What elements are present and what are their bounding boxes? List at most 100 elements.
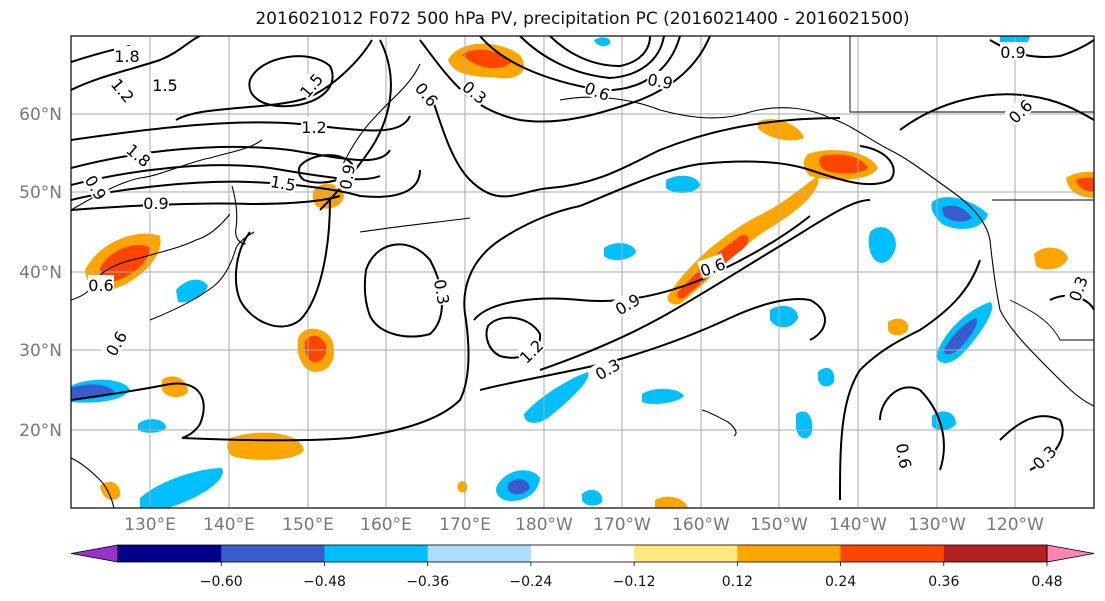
colorbar-tick-label: −0.36 [406, 574, 449, 590]
lat-label: 50°N [19, 183, 62, 203]
colorbar [70, 544, 1095, 563]
pv-label-background [82, 171, 112, 203]
pv-label-background [268, 170, 298, 194]
colorbar-swatch [530, 545, 635, 562]
precip-positive-area [888, 318, 909, 336]
pv-contour-label: 0.9 [143, 193, 169, 213]
pv-contour-label-text: 0.6 [88, 276, 113, 295]
colorbar-swatch [634, 545, 738, 562]
colorbar-tick-labels: −0.60 −0.48 −0.36 −0.24 −0.12 0.12 0.24 0.36 0.4… [200, 562, 1063, 590]
colorbar-swatch [118, 545, 222, 562]
pv-contour-closed [363, 243, 443, 338]
pv-label-background [591, 353, 623, 383]
coastline-kamchatka [339, 63, 421, 171]
precip-positive-core [100, 244, 150, 282]
pv-label-background [123, 139, 156, 170]
pv-contour-label: 0.3 [430, 277, 455, 307]
precip-positive-area [457, 481, 468, 493]
pv-label-background [1000, 42, 1026, 60]
pv-contour-label-text: 1.5 [269, 172, 297, 195]
lon-label: 160°W [672, 515, 730, 535]
pv-contour-label: 0.6 [892, 441, 917, 470]
border-usa-mexico [1009, 299, 1094, 341]
pv-contour-label-text: 0.3 [430, 278, 453, 306]
colorbar-swatch [324, 545, 429, 562]
longitude-labels: 130°E 140°E 150°E 160°E 170°E 180°W 170°W 160°W… [124, 515, 1044, 535]
pv-contour [181, 205, 581, 442]
pv-contour-label: 1.2 [301, 117, 327, 137]
colorbar-tick-label: 0.48 [1031, 574, 1062, 590]
pv-label-background [611, 288, 643, 318]
precip-negative-area [594, 37, 611, 47]
colorbar-swatch [221, 545, 325, 562]
precip-positive-area [1034, 247, 1068, 270]
pv-label-background [295, 68, 326, 101]
precip-negative-area [642, 388, 684, 404]
coastlines [71, 63, 1094, 508]
pv-contour [473, 215, 811, 321]
colorbar-tick-label: 0.24 [825, 574, 856, 590]
pv-label-background [108, 73, 139, 106]
lon-label: 150°E [282, 515, 334, 535]
precip-negative-area [666, 175, 700, 193]
pv-contour [839, 259, 981, 501]
precip-negative-area [868, 227, 896, 263]
pv-label-background [152, 75, 178, 93]
pv-label-background [334, 162, 358, 192]
pv-label-background [697, 253, 728, 280]
precip-negative-area [818, 367, 835, 387]
pv-contour-label-text: 1.5 [152, 76, 177, 95]
pv-contour-label: 0.9 [645, 68, 675, 93]
precip-negative-area [582, 489, 603, 506]
colorbar-tick-label: 0.12 [722, 574, 753, 590]
pv-contour [479, 297, 826, 391]
colorbar-tick-label: 0.36 [928, 574, 959, 590]
colorbar-swatch [737, 545, 842, 562]
pv-contour-label: 0.9 [1000, 42, 1026, 62]
lon-label: 140°E [203, 515, 255, 535]
pv-contour-closed [248, 55, 334, 108]
pv-label-background [88, 275, 114, 293]
colorbar-tick-label: −0.48 [303, 574, 346, 590]
pv-contour [71, 115, 411, 141]
colorbar-swatch [427, 545, 532, 562]
pv-contour-label-text: 0.9 [336, 163, 359, 191]
precip-positive-area [655, 496, 688, 508]
precip-negative-area [796, 411, 813, 439]
precip-negative-area [138, 419, 166, 433]
pv-contour-label: 1.8 [114, 46, 140, 66]
pv-label-background [143, 193, 169, 211]
lat-label: 40°N [19, 263, 62, 283]
pv-contour [319, 39, 392, 211]
pv-label-background [645, 68, 675, 92]
pv-label-background [1028, 441, 1060, 473]
coastline-japan [149, 231, 255, 321]
precip-negative-core [508, 479, 530, 495]
lon-label: 130°E [124, 515, 176, 535]
lon-label: 170°W [593, 515, 651, 535]
pv-contour [579, 145, 895, 207]
pv-contours [71, 36, 1094, 501]
pv-label-background [431, 277, 455, 307]
lat-label: 20°N [19, 421, 62, 441]
pv-contour [429, 91, 841, 198]
precip-negative-core [944, 318, 977, 355]
lon-label: 150°W [750, 515, 808, 535]
pv-contour-label: 0.6 [88, 275, 114, 295]
pv-label-background [459, 76, 492, 107]
colorbar-tick-label: −0.12 [613, 574, 656, 590]
lat-label: 60°N [19, 105, 62, 125]
colorbar-tick-label: −0.24 [509, 574, 552, 590]
pv-label-background [301, 117, 327, 135]
precip-positive-area [162, 376, 188, 398]
colorbar-extend-low [70, 544, 119, 563]
pv-contour-label: 1.5 [268, 170, 298, 195]
precip-positive-core [819, 154, 868, 174]
pv-label-background [412, 77, 443, 110]
latitude-labels: 60°N 50°N 40°N 30°N 20°N [19, 105, 62, 441]
pv-contour-label-text: 1.2 [301, 118, 326, 137]
colorbar-swatch [943, 545, 1048, 562]
colorbar-tick-label: −0.60 [200, 574, 243, 590]
lon-label: 140°W [829, 515, 887, 535]
lat-label: 30°N [19, 341, 62, 361]
